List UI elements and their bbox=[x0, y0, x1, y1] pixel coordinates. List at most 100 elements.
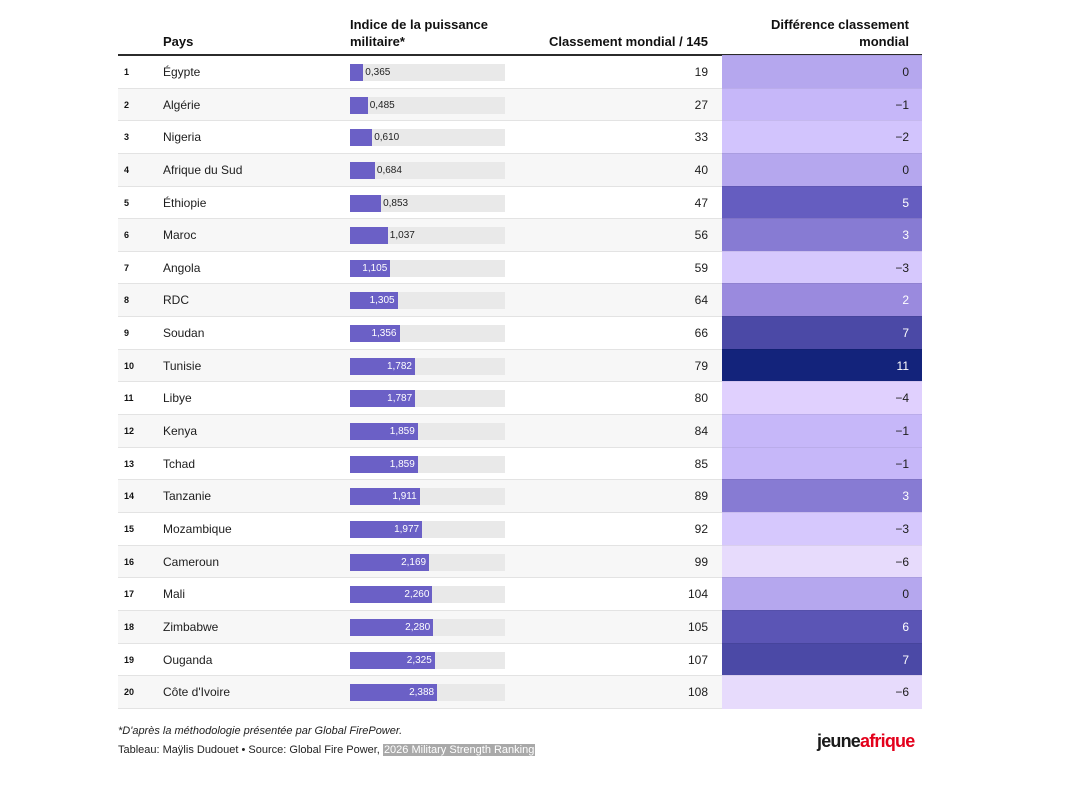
table-row: 16 Cameroun 2,169 99 −6 bbox=[118, 544, 922, 579]
row-rank: 20 bbox=[124, 687, 135, 698]
world-rank-value: 84 bbox=[694, 424, 708, 439]
rank-difference-cell: 0 bbox=[722, 577, 922, 611]
row-rank: 10 bbox=[124, 360, 135, 371]
rank-difference-value: 6 bbox=[902, 619, 909, 634]
rank-difference-cell: −1 bbox=[722, 87, 922, 122]
index-bar-track: 0,610 bbox=[350, 129, 505, 147]
index-bar bbox=[350, 455, 418, 473]
index-bar bbox=[350, 390, 416, 408]
column-header-rank-difference[interactable]: Différence classement mondial bbox=[770, 17, 909, 49]
rank-difference-cell: 7 bbox=[722, 642, 922, 677]
rank-difference-value: 3 bbox=[902, 228, 909, 243]
index-bar bbox=[350, 618, 434, 636]
country-name: Afrique du Sud bbox=[163, 162, 243, 177]
country-name: Côte d'Ivoire bbox=[163, 685, 230, 700]
index-bar-track: 0,684 bbox=[350, 161, 505, 179]
rank-difference-value: −3 bbox=[895, 521, 909, 536]
rank-difference-cell: 3 bbox=[722, 479, 922, 513]
index-bar bbox=[350, 161, 375, 179]
rank-difference-value: 0 bbox=[902, 587, 909, 602]
source-link[interactable]: 2026 Military Strength Ranking bbox=[382, 744, 536, 756]
row-rank: 14 bbox=[124, 491, 135, 502]
rank-difference-value: −6 bbox=[895, 554, 909, 569]
index-value-label: 2,280 bbox=[405, 621, 431, 633]
index-value-label: 1,859 bbox=[389, 458, 415, 470]
table-row: 10 Tunisie 1,782 79 11 bbox=[118, 348, 922, 383]
rank-difference-value: −1 bbox=[895, 456, 909, 471]
world-rank-value: 64 bbox=[694, 293, 708, 308]
index-bar-track: 1,859 bbox=[350, 423, 505, 441]
rank-difference-cell: 11 bbox=[722, 348, 922, 383]
index-bar-track: 1,787 bbox=[350, 390, 505, 408]
index-bar-track: 2,169 bbox=[350, 553, 505, 571]
world-rank-value: 80 bbox=[694, 391, 708, 406]
rank-difference-value: 11 bbox=[896, 358, 909, 373]
world-rank-value: 59 bbox=[694, 260, 708, 275]
row-rank: 9 bbox=[124, 328, 130, 339]
rank-difference-value: −2 bbox=[895, 130, 909, 145]
rank-difference-cell: −4 bbox=[722, 381, 922, 416]
column-header-country[interactable]: Pays bbox=[163, 34, 194, 49]
row-rank: 15 bbox=[124, 523, 135, 534]
rank-difference-cell: 5 bbox=[722, 185, 922, 220]
country-name: Éthiopie bbox=[163, 195, 207, 210]
table-row: 1 Égypte 0,365 19 0 bbox=[118, 55, 922, 89]
index-bar bbox=[350, 96, 368, 114]
table-body: 1 Égypte 0,365 19 0 2 Algérie 0,485 27 −1 3 Nigeria… bbox=[118, 55, 922, 709]
index-bar bbox=[350, 651, 435, 669]
index-bar bbox=[350, 357, 415, 375]
index-value-label: 0,684 bbox=[376, 164, 402, 176]
logo-part-jeune: jeune bbox=[817, 731, 861, 751]
world-rank-value: 107 bbox=[687, 652, 708, 667]
country-name: Soudan bbox=[163, 326, 205, 341]
row-rank: 1 bbox=[124, 67, 130, 77]
row-rank: 8 bbox=[124, 295, 130, 306]
world-rank-value: 104 bbox=[687, 587, 708, 602]
row-rank: 3 bbox=[124, 132, 130, 143]
column-header-index[interactable]: Indice de la puissance militaire* bbox=[350, 17, 488, 49]
table-row: 11 Libye 1,787 80 −4 bbox=[118, 381, 922, 416]
world-rank-value: 108 bbox=[687, 685, 708, 700]
country-name: Égypte bbox=[163, 65, 201, 79]
country-name: Tanzanie bbox=[163, 489, 212, 504]
index-bar-track: 0,485 bbox=[350, 96, 505, 114]
world-rank-value: 19 bbox=[694, 65, 708, 79]
rank-difference-cell: −3 bbox=[722, 250, 922, 285]
table-row: 17 Mali 2,260 104 0 bbox=[118, 577, 922, 611]
index-bar bbox=[350, 488, 420, 506]
index-bar-track: 1,356 bbox=[350, 325, 505, 343]
index-value-label: 1,911 bbox=[392, 491, 417, 503]
world-rank-value: 105 bbox=[687, 619, 708, 634]
index-value-label: 0,610 bbox=[374, 132, 400, 144]
rank-difference-value: 2 bbox=[902, 293, 909, 308]
country-name: Maroc bbox=[163, 228, 197, 243]
index-bar bbox=[350, 194, 382, 212]
country-name: Tunisie bbox=[163, 358, 202, 373]
column-header-world-rank[interactable]: Classement mondial / 145 bbox=[549, 34, 708, 49]
row-rank: 6 bbox=[124, 230, 130, 241]
index-bar bbox=[350, 520, 423, 538]
rank-difference-value: −3 bbox=[895, 260, 909, 275]
country-name: RDC bbox=[163, 293, 189, 308]
rank-difference-cell: −3 bbox=[722, 511, 922, 546]
index-bar bbox=[350, 292, 398, 310]
table-row: 4 Afrique du Sud 0,684 40 0 bbox=[118, 152, 922, 187]
table-row: 19 Ouganda 2,325 107 7 bbox=[118, 642, 922, 677]
country-name: Mali bbox=[163, 587, 186, 602]
index-value-label: 1,105 bbox=[362, 262, 388, 274]
world-rank-value: 92 bbox=[694, 521, 708, 536]
rank-difference-cell: −6 bbox=[722, 675, 922, 709]
rank-difference-cell: 0 bbox=[722, 55, 922, 89]
index-value-label: 0,365 bbox=[365, 67, 391, 78]
table-row: 7 Angola 1,105 59 −3 bbox=[118, 250, 922, 285]
table-row: 12 Kenya 1,859 84 −1 bbox=[118, 414, 922, 448]
world-rank-value: 40 bbox=[694, 162, 708, 177]
index-bar bbox=[350, 227, 388, 245]
row-rank: 11 bbox=[124, 393, 134, 404]
jeune-afrique-logo[interactable]: jeuneafrique bbox=[817, 731, 915, 752]
rank-difference-value: 7 bbox=[902, 326, 909, 341]
rank-difference-value: −1 bbox=[895, 424, 909, 439]
index-value-label: 1,859 bbox=[389, 426, 415, 438]
rank-difference-value: −1 bbox=[895, 97, 909, 112]
table-row: 9 Soudan 1,356 66 7 bbox=[118, 316, 922, 350]
